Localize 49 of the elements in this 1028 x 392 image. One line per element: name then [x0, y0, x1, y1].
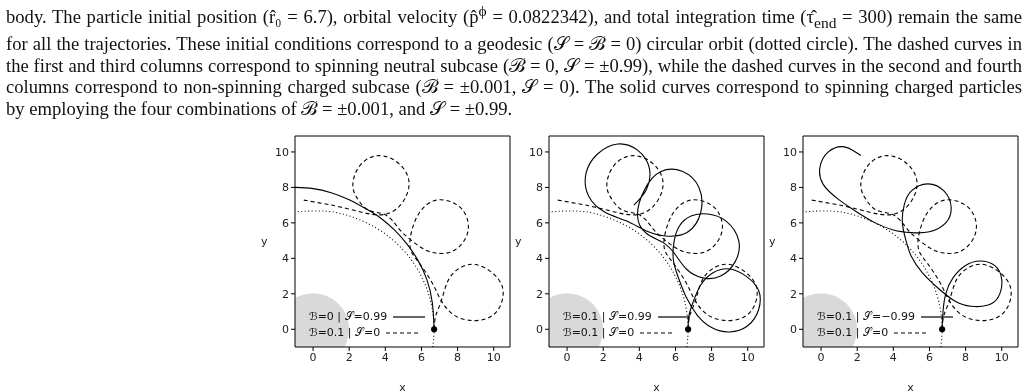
y-tick-label: 4 — [790, 252, 797, 266]
x-tick-label: 10 — [740, 350, 755, 364]
x-tick-label: 8 — [708, 350, 716, 364]
y-tick-label: 0 — [536, 323, 543, 337]
legend-label: ℬ=0.1 | 𝒮=0 — [563, 325, 635, 341]
x-tick-label: 2 — [853, 350, 861, 364]
y-tick-label: 8 — [790, 181, 797, 195]
x-tick-label: 4 — [889, 350, 897, 364]
x-tick-label: 8 — [454, 350, 462, 364]
y-tick-label: 6 — [282, 216, 289, 230]
y-tick-label: 0 — [282, 323, 289, 337]
x-tick-label: 6 — [671, 350, 679, 364]
legend-label: ℬ=0.1 | 𝒮=0 — [817, 325, 889, 341]
y-tick-label: 8 — [536, 181, 543, 195]
legend-label: ℬ=0.1 | 𝒮=0.99 — [563, 309, 652, 325]
y-tick-label: 10 — [529, 145, 543, 159]
y-tick-label: 6 — [790, 216, 797, 230]
text: body. The particle initial position (r̂₀ = 6.7), orbital velocity (p̂$^{ϕ}$ = 0.0822342), and total integration time (τ̂$_{end}$ = 300) remain the same for all the trajectories. These initial conditions correspond to a geodesic (𝒮 = ℬ = 0) circular orbit (dotted circle). The dashed curves in the first and third columns correspond to spinning neutral subcase (ℬ = 0, 𝒮 = ±0.99), while the dashed curves in the second and fourth columns correspond to non-spinning charged subcase (ℬ = ±0.001, 𝒮 = 0). The solid curves correspond to spinning charged particles by employing the four combinations of ℬ = ±0.001, and 𝒮 = ±0.99. — [6, 2, 1022, 119]
x-tick-label: 4 — [635, 350, 643, 364]
legend-label: ℬ=0.1 | 𝒮=−0.99 — [817, 309, 915, 325]
y-tick-label: 4 — [282, 252, 289, 266]
y-tick-label: 10 — [275, 145, 289, 159]
x-axis-title: x — [653, 381, 661, 392]
x-axis-title: x — [907, 381, 915, 392]
y-axis-title: y — [261, 235, 268, 249]
x-tick-label: 6 — [417, 350, 425, 364]
x-tick-label: 0 — [563, 350, 571, 364]
y-tick-label: 2 — [790, 287, 797, 301]
x-tick-label: 10 — [486, 350, 501, 364]
legend-label: ℬ=0.1 | 𝒮=0 — [309, 325, 381, 341]
y-tick-label: 4 — [536, 252, 543, 266]
x-axis-title: x — [399, 381, 407, 392]
x-tick-label: 8 — [962, 350, 970, 364]
x-tick-label: 2 — [599, 350, 607, 364]
legend-label: ℬ=0 | 𝒮=0.99 — [309, 309, 388, 325]
x-tick-label: 10 — [994, 350, 1009, 364]
y-axis-title: y — [769, 235, 776, 249]
x-tick-label: 2 — [345, 350, 353, 364]
x-tick-label: 6 — [925, 350, 933, 364]
y-tick-label: 2 — [536, 287, 543, 301]
x-tick-label: 0 — [309, 350, 317, 364]
y-tick-label: 8 — [282, 181, 289, 195]
y-tick-label: 2 — [282, 287, 289, 301]
y-axis-title: y — [515, 235, 522, 249]
x-tick-label: 4 — [381, 350, 389, 364]
y-tick-label: 0 — [790, 323, 797, 337]
y-tick-label: 6 — [536, 216, 543, 230]
x-tick-label: 0 — [817, 350, 825, 364]
y-tick-label: 10 — [783, 145, 797, 159]
